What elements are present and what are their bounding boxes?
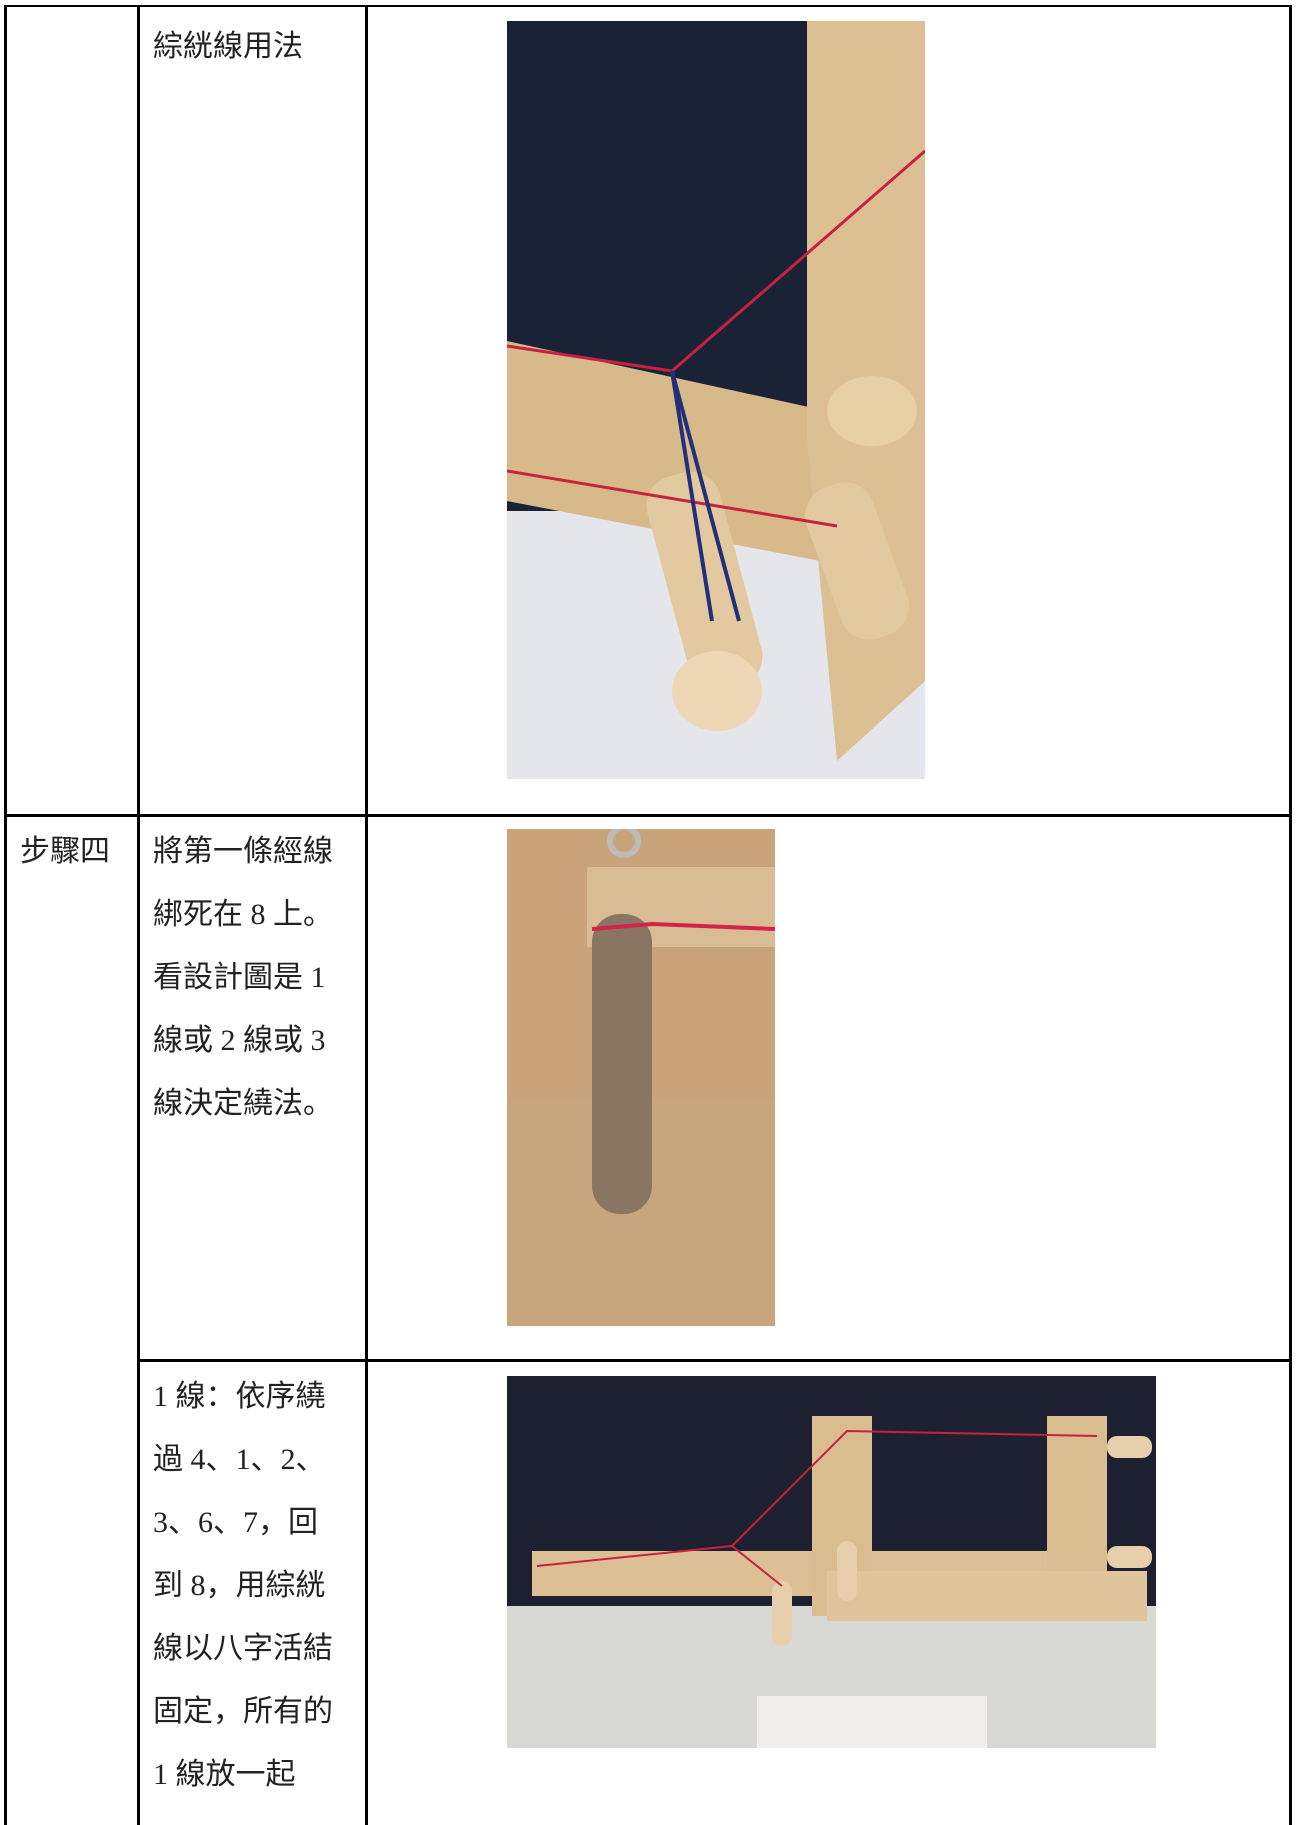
text-line: 線以八字活結 — [153, 1632, 333, 1665]
table-border — [137, 1359, 1292, 1362]
text-line: 1 線放一起 — [153, 1758, 296, 1791]
text-line: 3、6、7，回 — [153, 1506, 318, 1539]
table-border — [4, 5, 7, 1825]
text-line: 1 線：依序繞 — [153, 1380, 326, 1413]
photo — [507, 21, 925, 779]
text-line: 線或 2 線或 3 — [153, 1024, 326, 1057]
photo — [507, 829, 775, 1326]
photo — [507, 1376, 1156, 1748]
step-cell: 步驟四 — [20, 835, 110, 868]
text-line: 到 8，用綜絖 — [153, 1569, 326, 1602]
table-border — [4, 814, 1292, 817]
text-line: 線決定繞法。 — [153, 1087, 333, 1120]
table-border — [137, 5, 140, 1825]
text-line: 綜絖線用法 — [153, 30, 303, 63]
text-line: 綁死在 8 上。 — [153, 898, 333, 931]
table-border — [4, 5, 1291, 7]
text-line: 將第一條經線 — [153, 835, 333, 868]
table-border — [1289, 5, 1292, 1825]
description-cell: 1 線：依序繞過 4、1、2、 3、6、7，回到 8，用綜絖 線以八字活結 固定，所有… — [153, 1365, 333, 1806]
text-line: 固定，所有的 — [153, 1695, 333, 1728]
text-line: 看設計圖是 1 — [153, 961, 326, 994]
table-border — [365, 5, 368, 1825]
description-cell: 將第一條經線 綁死在 8 上。 看設計圖是 1 線或 2 線或 3 線決定繞法。 — [153, 820, 333, 1135]
description-cell: 綜絖線用法 — [153, 15, 303, 78]
text-line: 過 4、1、2、 — [153, 1443, 326, 1476]
